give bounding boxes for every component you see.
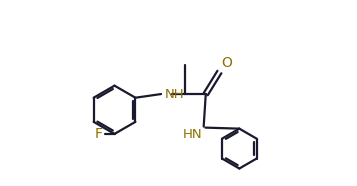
Text: NH: NH bbox=[165, 88, 185, 101]
Text: F: F bbox=[95, 127, 103, 141]
Text: O: O bbox=[221, 56, 232, 70]
Text: HN: HN bbox=[182, 128, 202, 141]
